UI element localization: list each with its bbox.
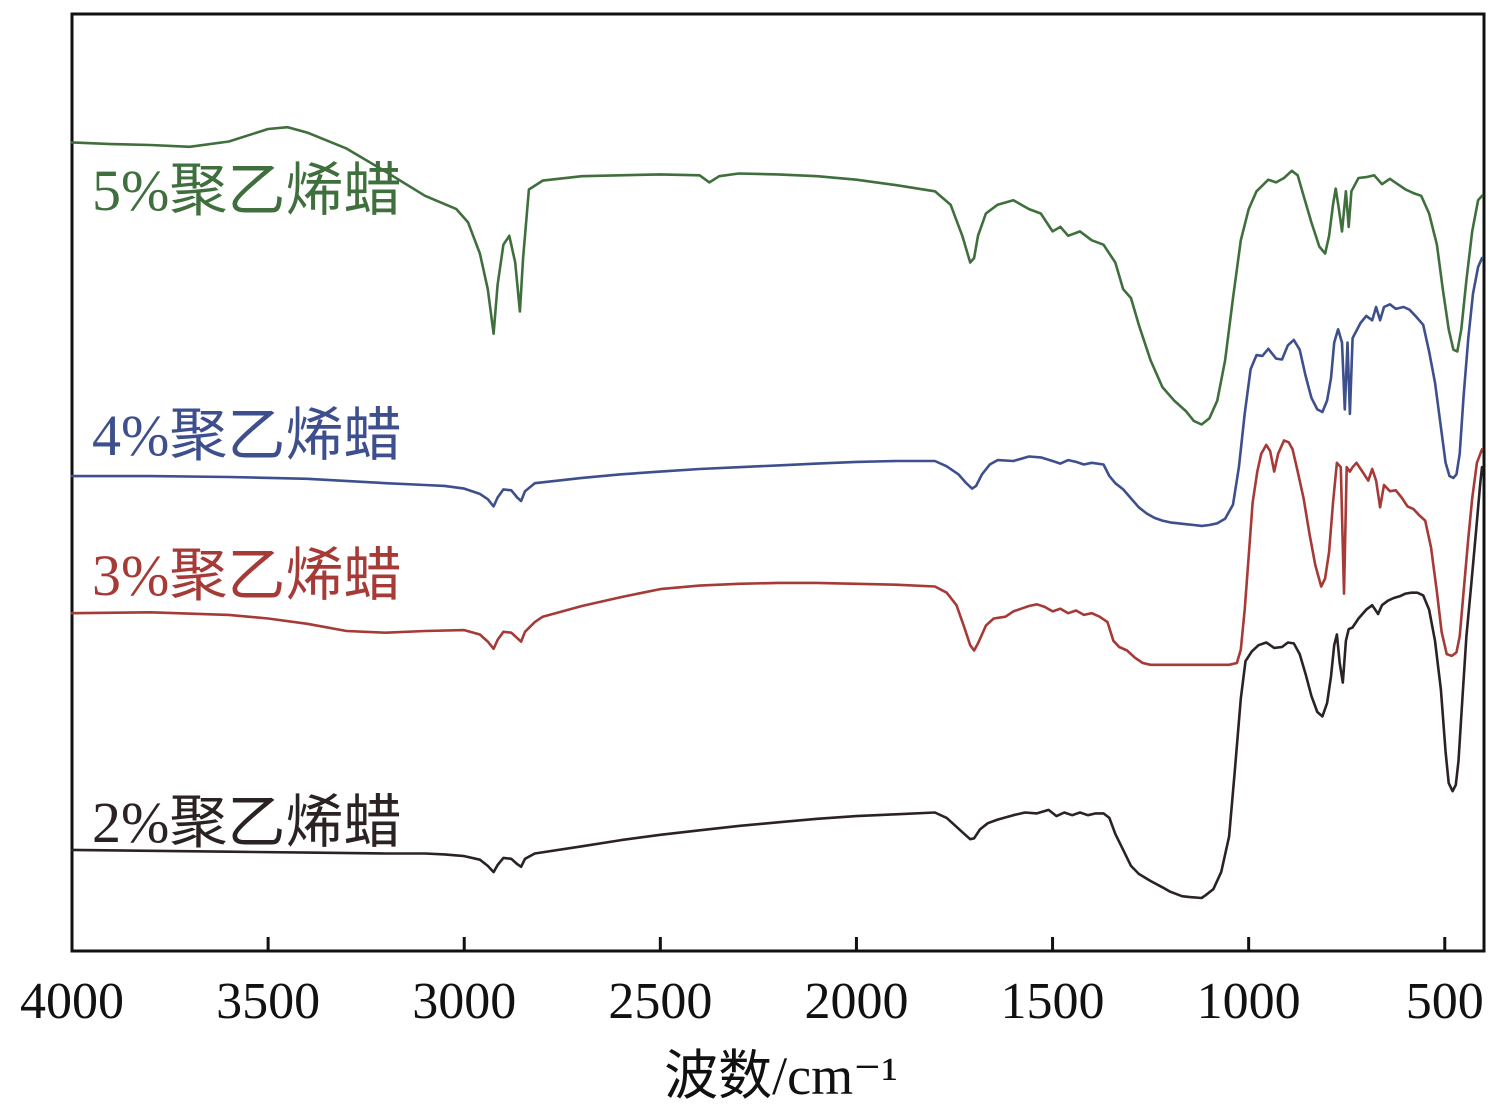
- x-tick-label-4000: 4000: [20, 973, 124, 1030]
- series-labels: 5%聚乙烯蜡 4%聚乙烯蜡 3%聚乙烯蜡 2%聚乙烯蜡: [92, 158, 401, 855]
- series-label-1: 5%聚乙烯蜡: [92, 158, 401, 223]
- series-label-2: 4%聚乙烯蜡: [92, 403, 401, 468]
- x-axis-title: 波数/cm⁻¹: [664, 1046, 898, 1106]
- series-label-3: 3%聚乙烯蜡: [92, 543, 401, 608]
- x-axis-tick-labels: 4000 3500 3000 2500 2000 1500 1000 500: [20, 973, 1484, 1030]
- x-tick-label-500: 500: [1406, 973, 1484, 1030]
- x-tick-label-1000: 1000: [1197, 973, 1301, 1030]
- series-line-3: [70, 439, 1484, 667]
- x-tick-label-3000: 3000: [412, 973, 516, 1030]
- series-line-1: [70, 125, 1484, 426]
- x-axis-ticks: [70, 937, 1447, 951]
- x-tick-label-1500: 1500: [1001, 973, 1105, 1030]
- x-tick-label-2500: 2500: [608, 973, 712, 1030]
- series-line-4: [70, 465, 1484, 900]
- spectra: [70, 125, 1484, 900]
- x-tick-label-3500: 3500: [216, 973, 320, 1030]
- series-line-2: [70, 256, 1484, 528]
- plot-frame: [70, 12, 1486, 953]
- series-label-4: 2%聚乙烯蜡: [92, 790, 401, 855]
- x-tick-label-2000: 2000: [804, 973, 908, 1030]
